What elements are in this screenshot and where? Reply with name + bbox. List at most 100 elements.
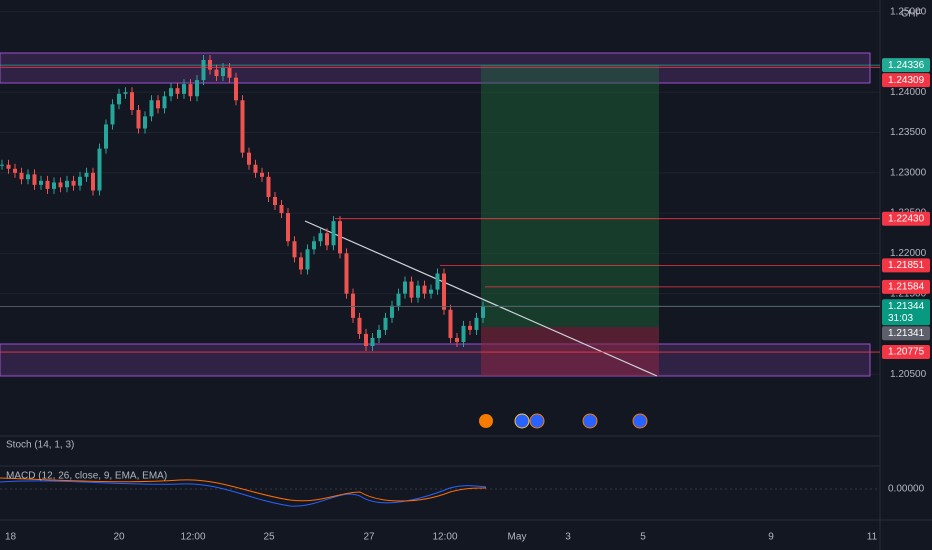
candle	[156, 100, 160, 109]
price-tag-label: 1.21851	[888, 260, 925, 271]
price-tag-label: 1.21344	[888, 301, 925, 312]
demand-zone	[0, 343, 871, 377]
candle	[468, 325, 472, 330]
candle	[481, 306, 485, 318]
price-tag-label: 1.21584	[888, 282, 925, 293]
candle	[260, 172, 264, 177]
candle	[97, 148, 102, 191]
price-tag-label: 1.24309	[888, 75, 925, 86]
x-tick-label: 12:00	[180, 532, 205, 543]
y-tick-label: 1.20500	[890, 369, 927, 380]
candle	[195, 80, 199, 97]
supply-zone	[0, 52, 871, 84]
candle	[0, 164, 4, 166]
candle	[84, 172, 89, 177]
candle	[351, 293, 355, 318]
event-icons	[479, 413, 648, 429]
candle	[377, 329, 381, 338]
macd-signal-line	[0, 477, 487, 502]
candle	[455, 337, 459, 342]
y-tick-label: 1.23500	[890, 127, 927, 138]
y-tick-label: 1.22000	[890, 248, 927, 259]
candle	[325, 233, 329, 246]
candle	[461, 325, 466, 342]
candle	[331, 221, 336, 246]
candle	[240, 100, 245, 153]
candle	[429, 289, 433, 294]
long-target-zone	[481, 65, 659, 327]
candle	[338, 221, 342, 254]
candle	[364, 333, 368, 347]
candle	[383, 317, 388, 330]
candle	[390, 305, 394, 318]
candle	[292, 241, 297, 258]
candle	[403, 281, 407, 294]
price-tag	[882, 345, 930, 360]
candle	[344, 253, 349, 294]
x-tick-label: 25	[263, 532, 275, 543]
macd-axis-label: 0.00000	[888, 484, 925, 495]
event-icon[interactable]	[582, 413, 598, 429]
price-tag	[882, 279, 930, 294]
candle	[136, 109, 141, 129]
event-icon[interactable]	[529, 413, 545, 429]
candle	[273, 196, 277, 206]
event-icon[interactable]	[479, 414, 493, 428]
price-tag-label: 1.20775	[888, 347, 925, 358]
candle	[286, 213, 290, 242]
candle	[221, 68, 225, 77]
x-tick-label: 3	[565, 532, 571, 543]
candle	[214, 69, 219, 77]
candle	[162, 96, 167, 109]
candle	[279, 205, 284, 214]
candle	[169, 88, 173, 97]
candle	[104, 124, 108, 149]
candle	[182, 84, 186, 94]
x-tick-label: 11	[867, 532, 878, 543]
x-tick-label: 12:00	[432, 532, 457, 543]
candle	[435, 273, 440, 290]
candle	[52, 182, 56, 189]
candle	[39, 180, 43, 185]
price-tag-label: 1.24336	[888, 60, 925, 71]
candle	[45, 180, 50, 189]
candle	[19, 172, 24, 180]
candle	[247, 152, 251, 165]
candle	[78, 176, 82, 186]
event-icon[interactable]	[632, 413, 648, 429]
candle	[58, 182, 63, 188]
event-icon[interactable]	[514, 413, 530, 429]
macd-line	[0, 480, 487, 507]
candle	[13, 168, 17, 173]
x-tick-label: 5	[640, 532, 646, 543]
candle	[130, 92, 134, 110]
candle	[448, 309, 453, 338]
currency-label: CHF	[901, 9, 922, 20]
price-tag	[882, 258, 930, 273]
candle	[409, 281, 414, 298]
countdown-label: 31:03	[888, 313, 913, 324]
candle	[396, 293, 401, 306]
long-stop-zone	[481, 327, 659, 376]
candle	[143, 116, 147, 129]
candle	[266, 176, 271, 197]
candle	[227, 68, 232, 78]
indicator-label: Stoch (14, 1, 3)	[6, 440, 74, 451]
price-tag	[882, 326, 930, 341]
candle	[370, 337, 375, 347]
candle	[110, 104, 115, 125]
y-tick-label: 1.23000	[890, 167, 927, 178]
x-tick-label: 27	[363, 532, 375, 543]
price-tag-label: 1.22430	[888, 213, 925, 224]
price-tag	[882, 299, 930, 326]
candle	[123, 92, 128, 94]
x-tick-label: 18	[5, 532, 17, 543]
candle	[299, 257, 303, 270]
candle	[474, 317, 479, 330]
candle	[318, 233, 323, 242]
y-tick-label: 1.24000	[890, 87, 927, 98]
candle	[65, 180, 69, 188]
candle	[32, 174, 37, 185]
